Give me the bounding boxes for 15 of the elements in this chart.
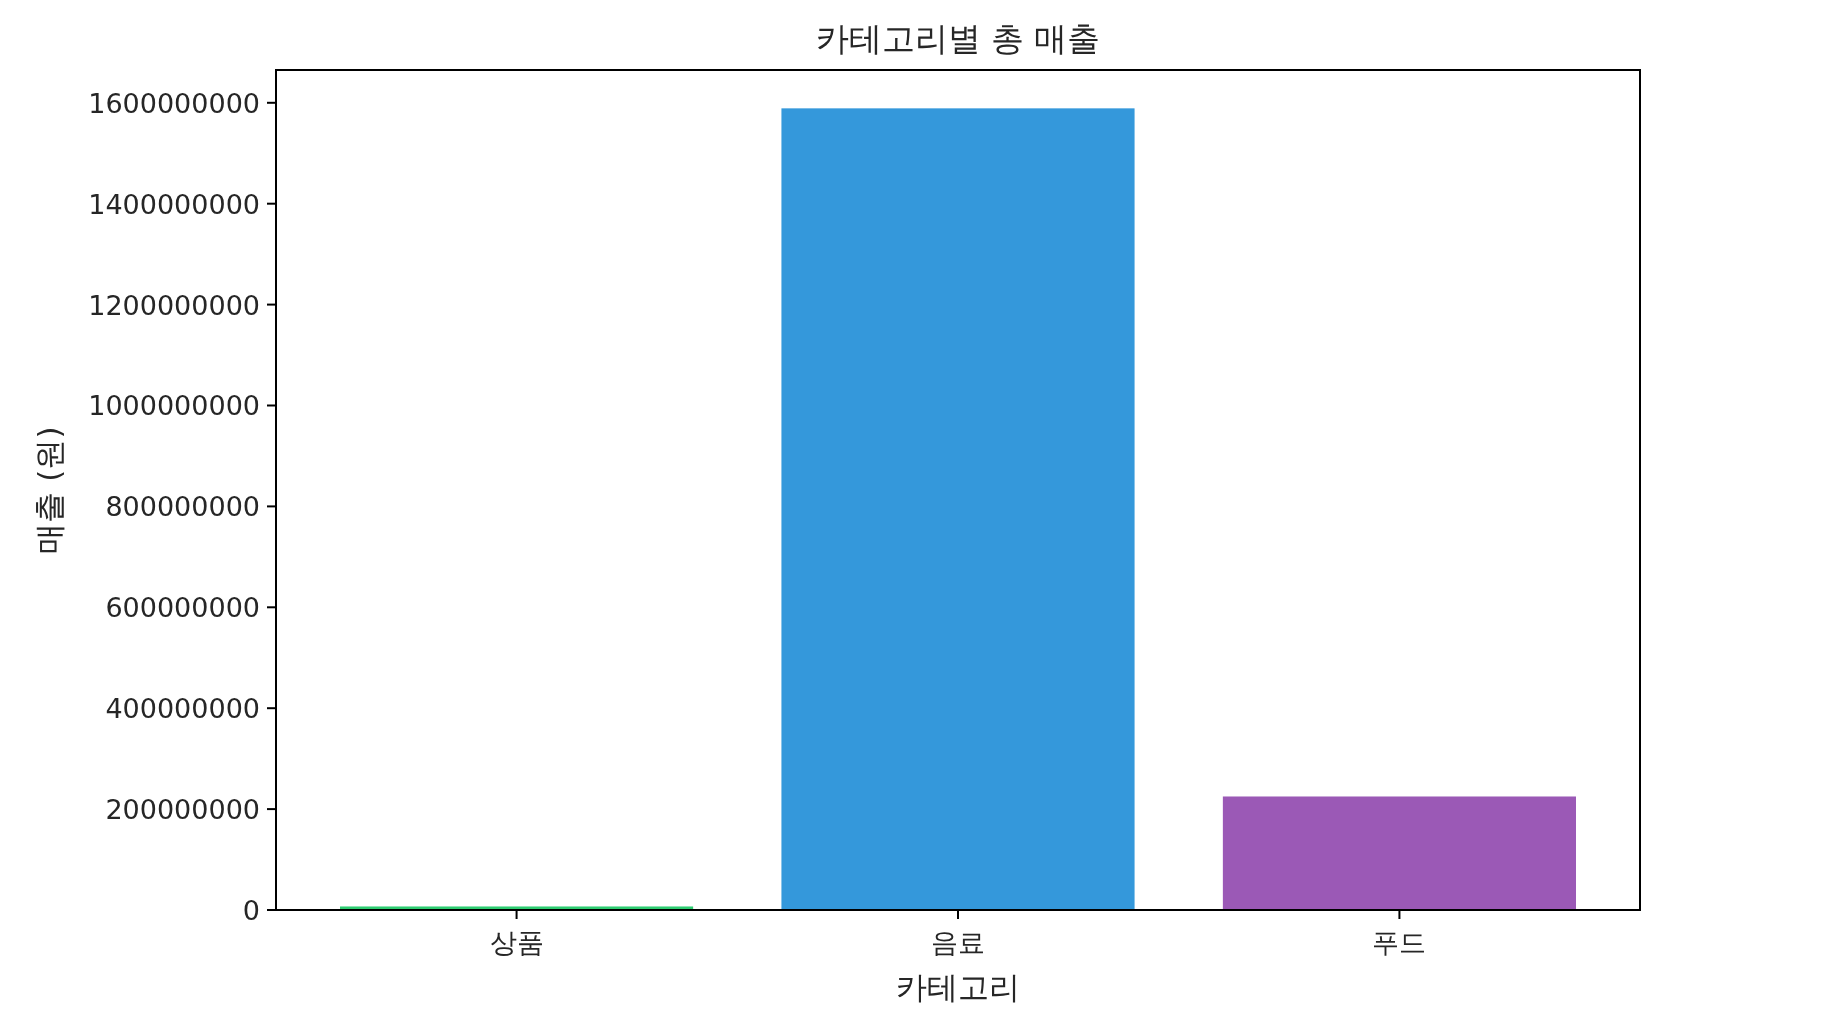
y-tick-label: 1200000000 — [88, 289, 260, 321]
x-tick-label: 음료 — [931, 927, 985, 958]
y-tick-label: 200000000 — [105, 794, 260, 826]
y-axis-title: 매출 (원) — [31, 426, 67, 554]
x-axis-title: 카테고리 — [896, 969, 1020, 1005]
y-tick-label: 600000000 — [105, 592, 260, 624]
y-tick-label: 1000000000 — [88, 390, 260, 422]
y-tick-label: 1400000000 — [88, 188, 260, 220]
y-tick-label: 400000000 — [105, 693, 260, 725]
y-tick-label: 800000000 — [105, 491, 260, 523]
y-tick-label: 0 — [242, 895, 260, 926]
x-tick-label: 상품 — [489, 927, 544, 958]
chart-title: 카테고리별 총 매출 — [815, 19, 1101, 58]
y-tick-label: 1600000000 — [88, 87, 260, 119]
x-tick-label: 푸드 — [1372, 927, 1427, 958]
